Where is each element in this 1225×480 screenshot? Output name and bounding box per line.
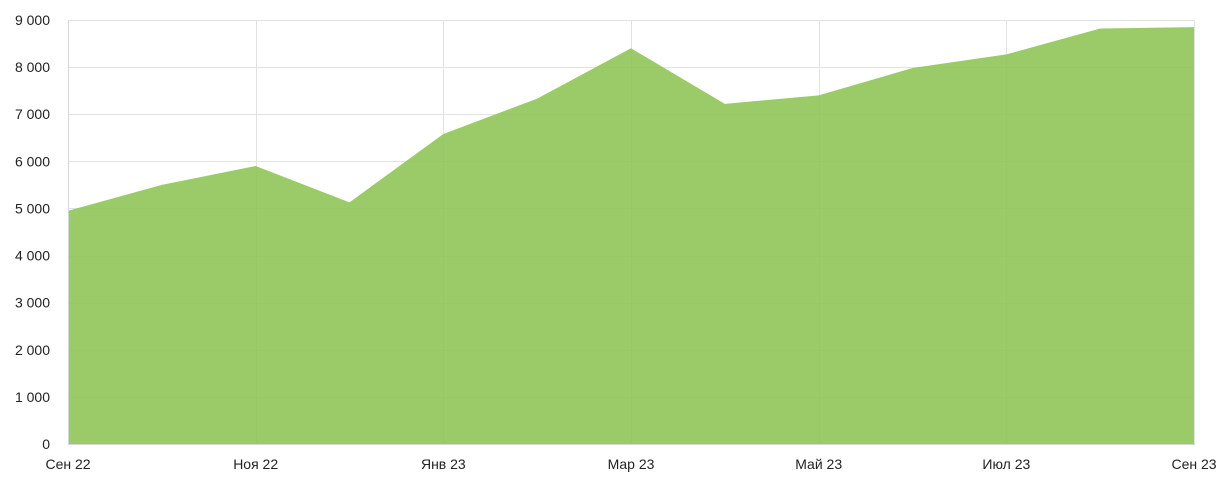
x-tick-label: Янв 23 [421,456,466,472]
x-tick-label: Май 23 [795,456,842,472]
y-tick-label: 7 000 [15,106,50,122]
x-tick-label: Ноя 22 [233,456,278,472]
y-tick-label: 0 [42,436,50,452]
y-tick-label: 4 000 [15,248,50,264]
area-fill [68,27,1194,444]
y-tick-label: 6 000 [15,153,50,169]
x-axis-tick-labels: Сен 22 Ноя 22 Янв 23 Мар 23 Май 23 Июл 23 Сен … [45,456,1216,472]
y-tick-label: 3 000 [15,295,50,311]
area-series [68,27,1194,444]
y-axis-tick-labels: 0 1 000 2 000 3 000 4 000 5 000 6 000 7 000 8 00… [15,12,50,452]
y-tick-label: 2 000 [15,342,50,358]
x-tick-label: Сен 22 [45,456,90,472]
axes [68,20,1195,445]
x-tick-label: Сен 23 [1171,456,1216,472]
x-tick-label: Мар 23 [608,456,655,472]
y-tick-label: 5 000 [15,200,50,216]
y-tick-label: 1 000 [15,389,50,405]
x-tick-label: Июл 23 [982,456,1030,472]
y-tick-label: 9 000 [15,12,50,28]
y-tick-label: 8 000 [15,59,50,75]
